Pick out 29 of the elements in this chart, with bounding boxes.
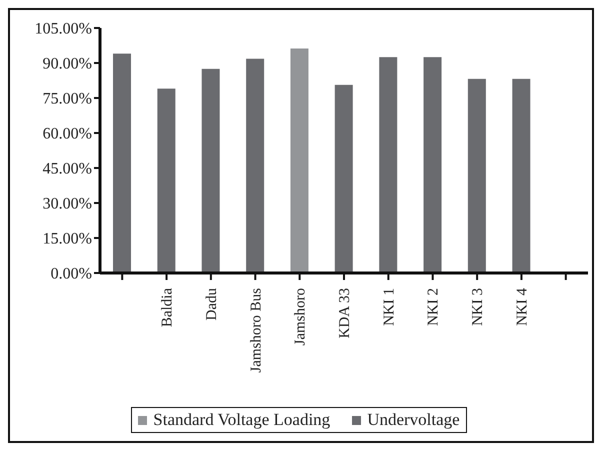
- bar: [157, 88, 176, 273]
- bar: [379, 57, 398, 273]
- bar: [246, 58, 264, 273]
- legend-label: Standard Voltage Loading: [152, 410, 330, 430]
- x-tick-label: NKI 3: [470, 288, 486, 326]
- y-tick-label: 15.00%: [42, 230, 92, 248]
- bar: [202, 68, 220, 273]
- x-tick-label: Jamshoro Bus: [248, 288, 264, 373]
- y-tick-label: 60.00%: [42, 126, 92, 143]
- x-tick-label: Jamshoro: [292, 288, 309, 346]
- bar: [424, 57, 442, 273]
- x-tick-label: Dadu: [204, 288, 220, 320]
- x-tick-label: NKI 4: [514, 288, 530, 326]
- bar: [334, 84, 353, 273]
- x-tick-label: Baldia: [160, 288, 176, 328]
- bar: [512, 78, 530, 273]
- x-tick-label: KDA 33: [337, 288, 353, 338]
- y-tick-label: 45.00%: [42, 160, 92, 178]
- bar: [290, 48, 308, 273]
- x-tick-label: NKI 2: [426, 288, 442, 326]
- y-tick-label: 75.00%: [42, 90, 92, 108]
- bar: [113, 54, 131, 273]
- y-tick-label: 0.00%: [50, 266, 92, 283]
- legend-label: Undervoltage: [366, 410, 460, 430]
- bar: [468, 78, 486, 273]
- y-tick-label: 105.00%: [34, 20, 92, 38]
- y-tick-label: 90.00%: [42, 56, 92, 73]
- x-tick-label: NKI 1: [381, 288, 398, 326]
- y-tick-label: 30.00%: [42, 196, 92, 213]
